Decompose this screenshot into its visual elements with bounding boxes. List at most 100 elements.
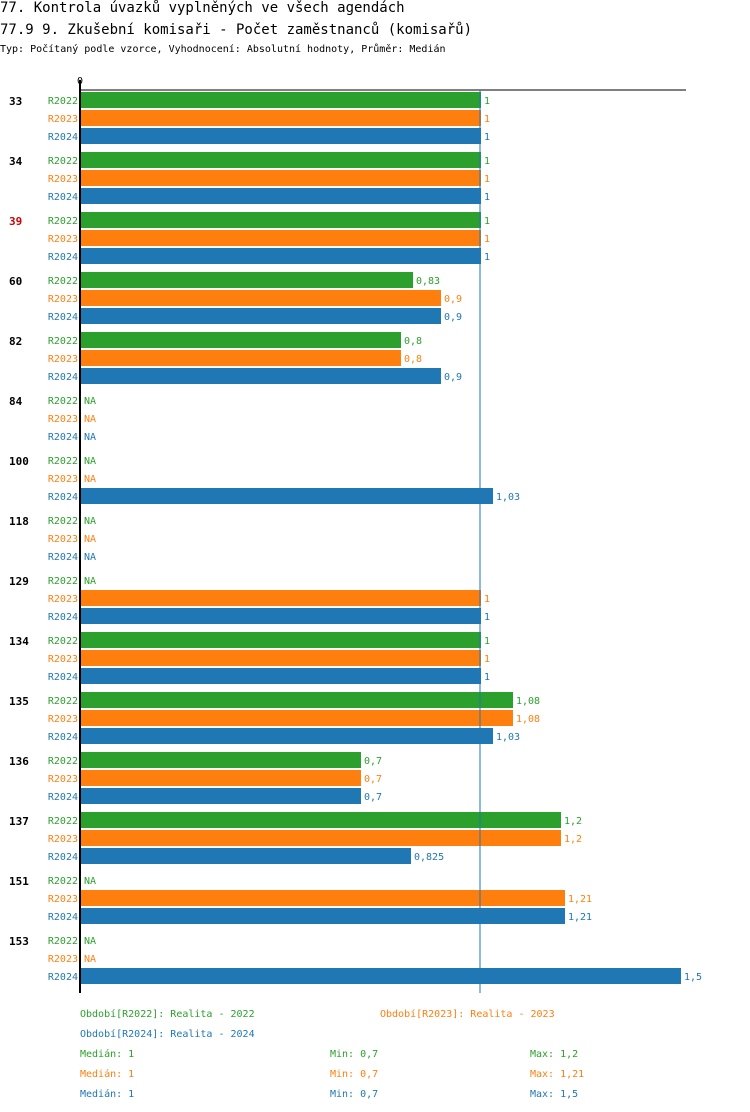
data-label-135-R2023: 1,08: [516, 714, 540, 725]
data-label-137-R2024: 0,825: [414, 852, 444, 863]
category-label-33: 33: [9, 95, 22, 108]
series-label-34-R2022: R2022: [48, 156, 78, 167]
data-label-33-R2024: 1: [484, 132, 490, 143]
bar-34-R2024: [81, 188, 481, 204]
category-label-39: 39: [9, 215, 22, 228]
series-label-118-R2022: R2022: [48, 516, 78, 527]
series-label-118-R2023: R2023: [48, 534, 78, 545]
stat-median-r2024: Medián: 1: [80, 1089, 135, 1100]
series-label-60-R2023: R2023: [48, 294, 78, 305]
series-label-118-R2024: R2024: [48, 552, 78, 563]
series-label-82-R2024: R2024: [48, 372, 78, 383]
bar-129-R2023: [81, 590, 481, 606]
bar-135-R2022: [81, 692, 513, 708]
series-label-137-R2023: R2023: [48, 834, 78, 845]
bar-136-R2023: [81, 770, 361, 786]
bar-60-R2023: [81, 290, 441, 306]
series-label-151-R2023: R2023: [48, 894, 78, 905]
legend-period-r2024: Období[R2024]: Realita - 2024: [80, 1029, 255, 1040]
stat-max-r2024: Max: 1,5: [530, 1089, 579, 1100]
bar-33-R2023: [81, 110, 481, 126]
series-label-100-R2024: R2024: [48, 492, 78, 503]
series-label-39-R2023: R2023: [48, 234, 78, 245]
bar-33-R2022: [81, 92, 481, 108]
bar-34-R2022: [81, 152, 481, 168]
bar-chart: 033R20221R20231R2024134R20221R20231R2024…: [9, 76, 702, 993]
stat-min-r2024: Min: 0,7: [330, 1089, 379, 1100]
bar-153-R2024: [81, 968, 681, 984]
data-label-34-R2022: 1: [484, 156, 490, 167]
bar-151-R2023: [81, 890, 565, 906]
category-label-129: 129: [9, 575, 29, 588]
chart-description: Typ: Počítaný podle vzorce, Vyhodnocení:…: [0, 44, 446, 55]
series-label-34-R2024: R2024: [48, 192, 78, 203]
bar-136-R2024: [81, 788, 361, 804]
bar-134-R2023: [81, 650, 481, 666]
data-label-136-R2024: 0,7: [364, 792, 382, 803]
stat-min-r2022: Min: 0,7: [330, 1049, 379, 1060]
series-label-82-R2023: R2023: [48, 354, 78, 365]
bar-39-R2024: [81, 248, 481, 264]
series-label-33-R2023: R2023: [48, 114, 78, 125]
bar-100-R2024: [81, 488, 493, 504]
bar-82-R2022: [81, 332, 401, 348]
series-label-129-R2024: R2024: [48, 612, 78, 623]
bar-39-R2022: [81, 212, 481, 228]
data-label-129-R2023: 1: [484, 594, 490, 605]
category-label-100: 100: [9, 455, 29, 468]
series-label-137-R2022: R2022: [48, 816, 78, 827]
series-label-136-R2022: R2022: [48, 756, 78, 767]
stat-max-r2022: Max: 1,2: [530, 1049, 579, 1060]
chart-title: 77. Kontrola úvazků vyplněných ve všech …: [0, 0, 405, 16]
data-label-135-R2024: 1,03: [496, 732, 520, 743]
series-label-136-R2024: R2024: [48, 792, 78, 803]
data-label-60-R2022: 0,83: [416, 276, 440, 287]
series-label-34-R2023: R2023: [48, 174, 78, 185]
bar-137-R2022: [81, 812, 561, 828]
series-label-84-R2024: R2024: [48, 432, 78, 443]
bar-135-R2023: [81, 710, 513, 726]
series-label-137-R2024: R2024: [48, 852, 78, 863]
bar-82-R2023: [81, 350, 401, 366]
series-label-60-R2022: R2022: [48, 276, 78, 287]
category-label-136: 136: [9, 755, 29, 768]
data-label-135-R2022: 1,08: [516, 696, 540, 707]
series-label-84-R2023: R2023: [48, 414, 78, 425]
bar-34-R2023: [81, 170, 481, 186]
series-label-153-R2022: R2022: [48, 936, 78, 947]
bar-137-R2023: [81, 830, 561, 846]
series-label-129-R2022: R2022: [48, 576, 78, 587]
data-label-84-R2023: NA: [84, 414, 96, 425]
bar-60-R2022: [81, 272, 413, 288]
data-label-118-R2022: NA: [84, 516, 96, 527]
data-label-84-R2022: NA: [84, 396, 96, 407]
bar-129-R2024: [81, 608, 481, 624]
data-label-82-R2024: 0,9: [444, 372, 462, 383]
series-label-134-R2022: R2022: [48, 636, 78, 647]
data-label-39-R2022: 1: [484, 216, 490, 227]
data-label-151-R2022: NA: [84, 876, 96, 887]
bar-151-R2024: [81, 908, 565, 924]
legend-period-r2022: Období[R2022]: Realita - 2022: [80, 1009, 255, 1020]
data-label-129-R2024: 1: [484, 612, 490, 623]
series-label-33-R2024: R2024: [48, 132, 78, 143]
category-label-84: 84: [9, 395, 23, 408]
stat-min-r2023: Min: 0,7: [330, 1069, 379, 1080]
data-label-100-R2023: NA: [84, 474, 96, 485]
bar-60-R2024: [81, 308, 441, 324]
data-label-118-R2024: NA: [84, 552, 96, 563]
data-label-82-R2022: 0,8: [404, 336, 422, 347]
series-label-135-R2024: R2024: [48, 732, 78, 743]
stat-median-r2023: Medián: 1: [80, 1069, 135, 1080]
category-label-151: 151: [9, 875, 29, 888]
data-label-34-R2023: 1: [484, 174, 490, 185]
series-label-151-R2022: R2022: [48, 876, 78, 887]
data-label-118-R2023: NA: [84, 534, 96, 545]
bar-39-R2023: [81, 230, 481, 246]
data-label-134-R2024: 1: [484, 672, 490, 683]
series-label-135-R2023: R2023: [48, 714, 78, 725]
data-label-136-R2022: 0,7: [364, 756, 382, 767]
bar-135-R2024: [81, 728, 493, 744]
chart-subtitle-title: 77.9 9. Zkušební komisaři - Počet zaměst…: [0, 22, 473, 38]
series-label-33-R2022: R2022: [48, 96, 78, 107]
